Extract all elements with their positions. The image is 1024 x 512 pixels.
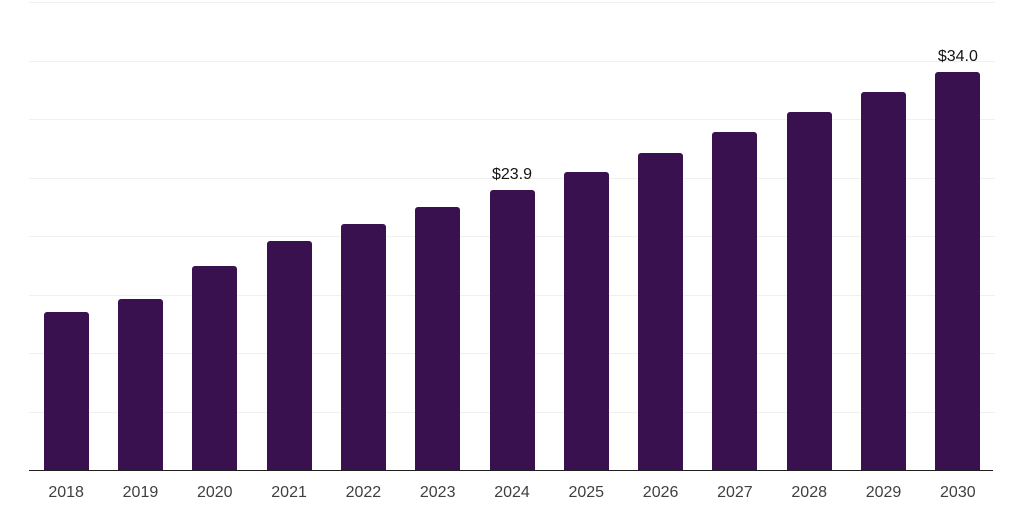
bar-2021	[266, 240, 312, 470]
data-label-2030: $34.0	[937, 48, 978, 66]
x-tick-label-2027: 2027	[717, 484, 753, 501]
gridline	[29, 177, 995, 179]
gridline	[29, 2, 995, 3]
x-tick-label-2021: 2021	[271, 484, 307, 501]
bar-2028	[786, 111, 832, 470]
bar-2027	[712, 131, 758, 470]
x-tick-label-2019: 2019	[122, 484, 159, 501]
gridline	[29, 119, 995, 120]
x-tick-label-2025: 2025	[568, 484, 605, 501]
bar-2023	[415, 206, 461, 470]
x-tick-label-2024: 2024	[494, 484, 530, 501]
x-axis-line	[29, 469, 993, 471]
x-tick-label-2026: 2026	[642, 484, 679, 501]
data-label-2024: $23.9	[491, 166, 533, 184]
x-tick-label-2030: 2030	[940, 484, 976, 501]
bar-2026	[638, 152, 684, 470]
x-tick-label-2028: 2028	[791, 484, 827, 501]
bar-2025	[563, 171, 609, 470]
x-tick-label-2020: 2020	[196, 484, 233, 501]
x-tick-label-2023: 2023	[419, 484, 456, 501]
x-tick-label-2022: 2022	[345, 484, 382, 501]
bar-2018	[43, 312, 89, 470]
bar-2029	[861, 92, 907, 470]
bar-2022	[340, 224, 386, 470]
bar-2030	[935, 72, 981, 470]
x-tick-label-2018: 2018	[48, 484, 84, 501]
bar-2020	[192, 266, 238, 470]
bar-2019	[117, 299, 163, 470]
x-tick-label-2029: 2029	[865, 484, 902, 501]
gridline	[29, 60, 995, 62]
bar-2024	[489, 190, 535, 470]
